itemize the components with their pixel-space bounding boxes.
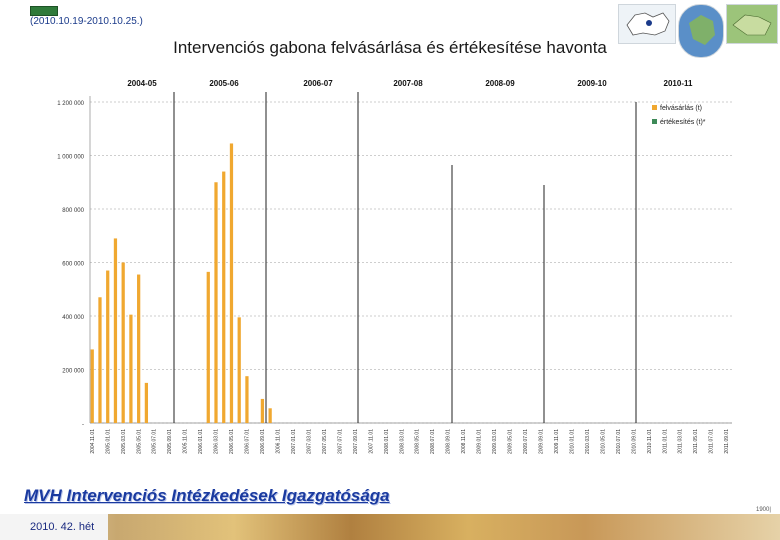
bar-purchase [113,238,118,423]
x-tick-label: 2004.11.01 [90,429,96,454]
x-tick-label: 2005.11.01 [183,429,189,454]
x-tick-label: 2008.11.01 [461,429,467,454]
x-tick-label: 2007.07.01 [337,429,343,454]
x-tick-label: 2011.03.01 [678,429,684,454]
bar-purchase [98,297,102,423]
bar-purchase [268,408,272,423]
x-tick-label: 2010.11.01 [647,429,653,454]
x-tick-label: 2011.09.01 [724,429,730,454]
bar-purchase [222,171,226,423]
x-tick-label: 2011.05.01 [693,429,699,454]
date-range: (2010.10.19-2010.10.25.) [30,16,143,27]
x-tick-label: 2011.01.01 [662,429,668,454]
x-tick-label: 2008.05.01 [415,429,421,454]
period-label: 2004-05 [127,79,157,88]
x-tick-label: 2005.05.01 [136,429,142,454]
y-tick-label: 200 000 [62,369,84,375]
bar-purchase [90,349,94,423]
x-tick-label: 2010.03.01 [585,429,591,454]
hungary-map-thumbnail [726,4,778,44]
europe-map-thumbnail [618,4,676,44]
x-tick-label: 2009.07.01 [523,429,529,454]
legend-swatch [652,105,657,110]
y-tick-label: 1 000 000 [57,155,84,161]
footer-org-title: MVH Intervenciós Intézkedések Igazgatósá… [24,486,390,505]
footer-week: 2010. 42. hét [0,514,108,540]
x-tick-label: 2006.01.01 [198,429,204,454]
period-label: 2009-10 [577,79,607,88]
x-tick-label: 2005.09.01 [167,429,173,454]
x-tick-label: 2009.11.01 [554,429,560,454]
period-label: 2008-09 [485,79,515,88]
x-tick-label: 2008.09.01 [446,429,452,454]
period-label: 2006-07 [303,79,333,88]
x-tick-label: 2006.11.01 [276,429,282,454]
x-tick-label: 2006.03.01 [214,429,220,454]
x-tick-label: 2009.01.01 [477,429,483,454]
bar-purchase [129,314,133,423]
x-tick-label: 2009.05.01 [508,429,514,454]
y-tick-label: - [82,422,84,428]
logo-badge [30,6,58,16]
x-tick-label: 2005.07.01 [152,429,158,454]
x-tick-label: 2006.05.01 [229,429,235,454]
page-number: 1900| [756,507,771,513]
x-tick-label: 2005.03.01 [121,429,127,454]
x-tick-label: 2010.01.01 [569,429,575,454]
x-tick-label: 2011.07.01 [709,429,715,454]
page-title: Intervenciós gabona felvásárlása és érté… [173,38,607,57]
x-tick-label: 2010.09.01 [631,429,637,454]
y-tick-label: 400 000 [62,315,84,321]
x-tick-label: 2006.07.01 [245,429,251,454]
legend-label: értékesítés (t)* [660,119,706,126]
x-tick-label: 2007.03.01 [306,429,312,454]
x-tick-label: 2007.05.01 [322,429,328,454]
legend-label: felvásárlás (t) [660,105,702,112]
x-tick-label: 2009.03.01 [492,429,498,454]
x-tick-label: 2007.11.01 [368,429,374,454]
period-label: 2007-08 [393,79,423,88]
bar-purchase [137,274,141,423]
x-tick-label: 2008.07.01 [430,429,436,454]
bar-purchase [229,143,234,423]
bar-purchase [144,382,149,423]
x-tick-label: 2007.09.01 [353,429,359,454]
y-tick-label: 800 000 [62,208,84,214]
globe-map-thumbnail [678,4,724,58]
y-tick-label: 600 000 [62,262,84,268]
x-tick-label: 2007.01.01 [291,429,297,454]
footer-bar [0,514,780,540]
bar-purchase [106,270,110,423]
bar-purchase [245,376,249,423]
x-tick-label: 2010.07.01 [616,429,622,454]
x-tick-label: 2008.01.01 [384,429,390,454]
bar-purchase [237,317,241,423]
x-tick-label: 2008.03.01 [399,429,405,454]
y-tick-label: 1 200 000 [57,101,84,107]
legend-swatch [652,119,657,124]
bar-purchase [206,271,210,423]
bar-purchase [260,398,265,423]
x-tick-label: 2006.09.01 [260,429,266,454]
bar-purchase [121,262,125,423]
bar-purchase [214,182,218,423]
x-tick-label: 2005.01.01 [105,429,111,454]
chart: 1 200 000 1 000 000 800 000 600 000 400 000 2… [57,79,732,454]
period-label: 2005-06 [209,79,239,88]
x-tick-label: 2010.05.01 [600,429,606,454]
period-label: 2010-11 [664,79,693,88]
x-tick-label: 2009.09.01 [538,429,544,454]
